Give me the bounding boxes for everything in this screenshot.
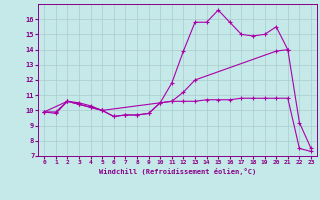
X-axis label: Windchill (Refroidissement éolien,°C): Windchill (Refroidissement éolien,°C)	[99, 168, 256, 175]
